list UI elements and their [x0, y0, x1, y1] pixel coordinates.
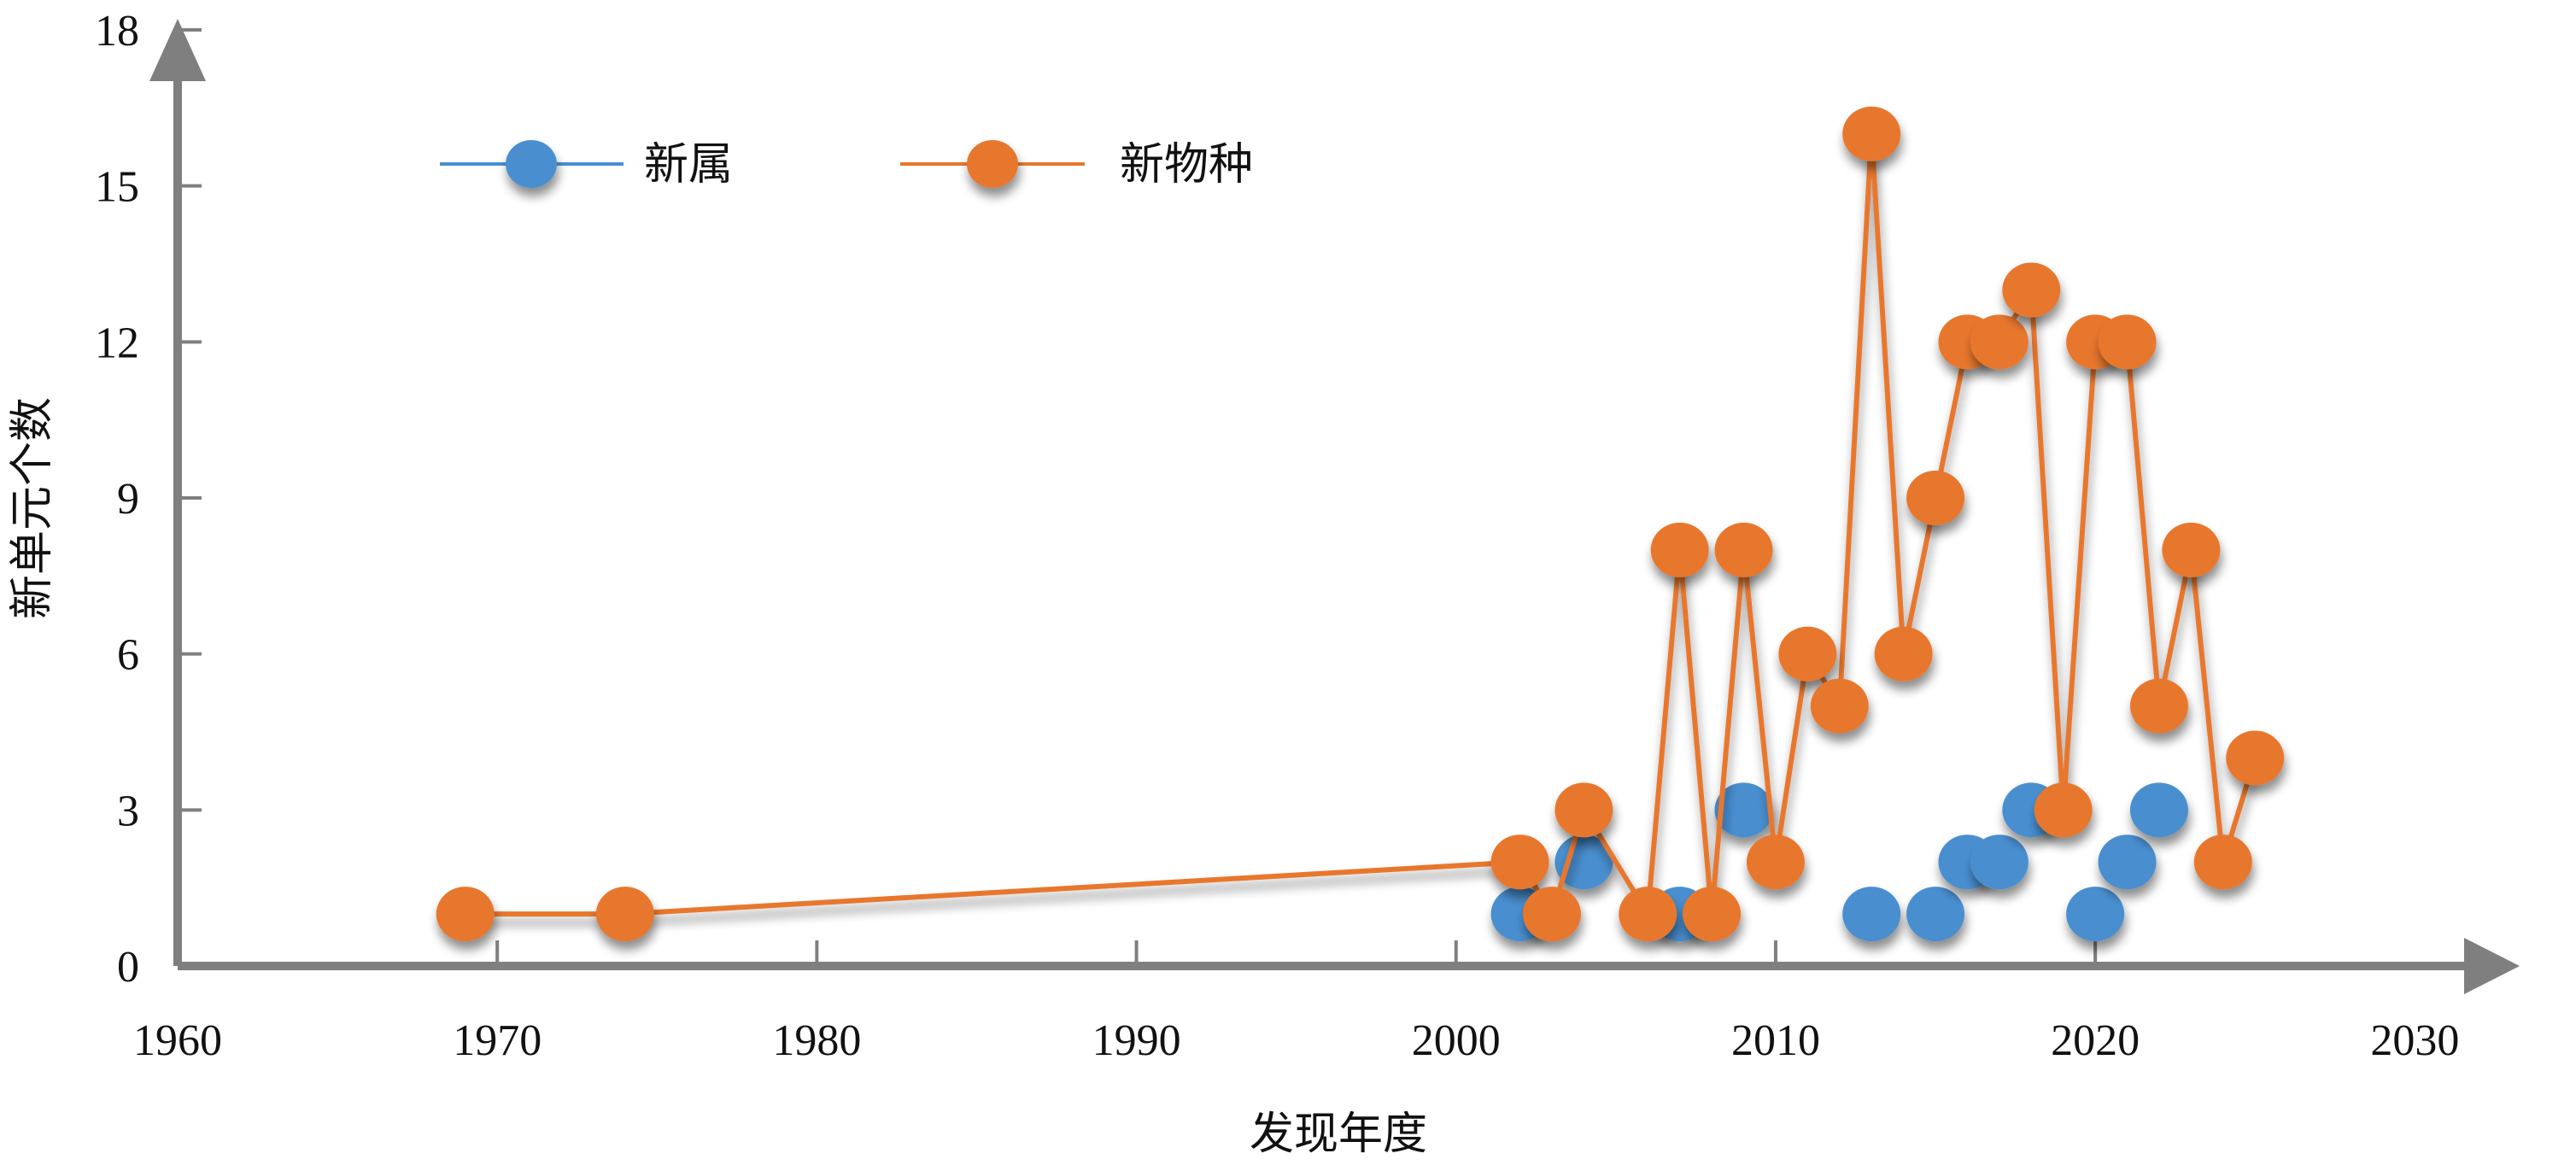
- data-point: [2129, 782, 2188, 838]
- data-point: [2034, 782, 2093, 838]
- data-point: [1714, 522, 1773, 577]
- x-axis-arrow: [2464, 938, 2520, 994]
- x-tick-label: 1990: [1092, 1016, 1181, 1065]
- series-layer: [436, 106, 2285, 942]
- data-point: [1490, 834, 1549, 890]
- legend-marker-species: [967, 140, 1018, 188]
- data-point: [1554, 782, 1613, 838]
- y-tick-label: 6: [117, 631, 139, 680]
- legend: 新属 新物种: [440, 140, 1253, 190]
- data-point: [2066, 887, 2125, 942]
- x-tick-label: 1960: [133, 1016, 222, 1065]
- x-axis-label: 发现年度: [1250, 1110, 1427, 1159]
- series-species: [436, 106, 2285, 942]
- data-point: [1810, 678, 1869, 734]
- data-point: [1746, 834, 1805, 890]
- data-point: [2226, 730, 2285, 786]
- data-point: [595, 887, 654, 942]
- x-tick-label: 1980: [772, 1016, 861, 1065]
- data-point: [1842, 887, 1901, 942]
- x-tick-label: 2030: [2370, 1016, 2459, 1065]
- y-tick-label: 18: [95, 7, 139, 56]
- y-tick-label: 3: [117, 787, 139, 835]
- data-point: [2098, 834, 2157, 890]
- data-point: [2193, 834, 2252, 890]
- data-point: [1842, 106, 1901, 161]
- x-tick-label: 2020: [2051, 1016, 2140, 1065]
- y-tick-label: 9: [117, 475, 139, 524]
- data-point: [1554, 834, 1613, 890]
- data-point: [1970, 834, 2029, 890]
- data-point: [1874, 626, 1933, 682]
- data-point: [1650, 522, 1709, 577]
- data-point: [1906, 471, 1965, 525]
- data-point: [1778, 626, 1837, 682]
- data-point: [2129, 678, 2188, 734]
- y-tick-label: 0: [117, 943, 139, 992]
- legend-marker-genus: [506, 140, 557, 188]
- x-tick-label: 2010: [1731, 1016, 1820, 1065]
- y-axis-label: 新单元个数: [9, 397, 57, 619]
- x-tick-label: 1970: [453, 1016, 542, 1065]
- data-point: [1970, 314, 2029, 370]
- data-point: [1523, 887, 1582, 942]
- data-point: [2098, 314, 2157, 370]
- data-point: [2002, 262, 2061, 318]
- legend-label-genus: 新属: [644, 141, 733, 190]
- series-line: [465, 131, 2258, 917]
- y-tick-label: 12: [95, 319, 139, 367]
- data-point: [1906, 887, 1965, 942]
- data-point: [1714, 782, 1773, 838]
- axes: 1960 1970 1980 1990 2000 2010 2020 2030 0 3 6 9 12 15…: [95, 7, 2520, 1065]
- y-axis-arrow: [149, 19, 206, 81]
- data-point: [2162, 522, 2221, 577]
- data-point: [436, 887, 495, 942]
- data-point: [1683, 887, 1742, 942]
- y-tick-label: 15: [95, 163, 139, 212]
- x-tick-label: 2000: [1412, 1016, 1501, 1065]
- data-point: [1619, 887, 1677, 942]
- legend-label-species: 新物种: [1120, 141, 1253, 190]
